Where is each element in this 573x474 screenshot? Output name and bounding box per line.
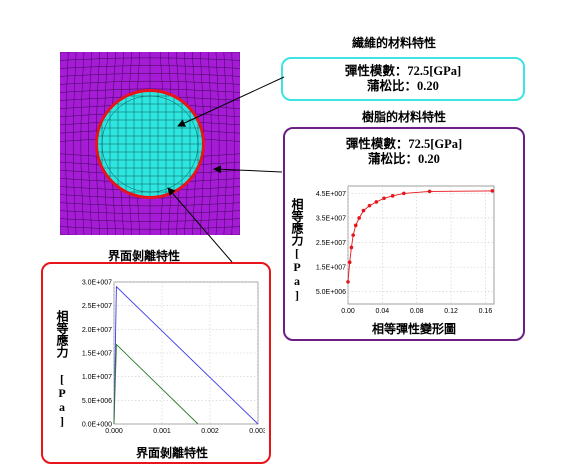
mesh-line xyxy=(60,80,240,85)
mesh-line xyxy=(60,202,240,207)
data-point xyxy=(349,245,354,250)
mesh-line xyxy=(60,218,240,222)
resin-chart-xlabel: 相等彈性變形圖 xyxy=(372,322,457,336)
interface-pointer-arrow xyxy=(167,187,233,263)
data-point xyxy=(374,200,379,204)
plot-area xyxy=(347,185,495,305)
interface-separation-chart: 0.000 0.001 0.002 0.003 0.0E+000 5.0E+006 1.0E… xyxy=(82,280,265,436)
data-point xyxy=(346,280,350,284)
mesh-line xyxy=(60,88,240,93)
interface-chart-ylabel: 相等應力 [Pa] xyxy=(55,310,69,428)
data-point xyxy=(361,208,366,213)
mesh-line xyxy=(72,52,77,235)
mesh-line xyxy=(60,73,240,77)
mesh-line xyxy=(88,52,93,235)
data-point xyxy=(390,194,395,198)
fiber-mesh-ring xyxy=(101,95,199,193)
mesh-line xyxy=(65,52,69,235)
x-tick-label: 0.000 xyxy=(105,428,123,435)
resin-chart-ylabel: 相等應力[Pa] xyxy=(290,198,304,302)
fem-mesh-model xyxy=(60,52,240,235)
resin-stress-strain-chart: 0.00 0.04 0.08 0.12 0.16 5.0E+006 1.5E+007 2.5E… xyxy=(316,185,495,315)
x-tick-label: 0.001 xyxy=(153,428,171,435)
mesh-line xyxy=(215,52,220,235)
x-tick-label: 0.04 xyxy=(376,308,390,315)
data-point xyxy=(490,189,495,193)
mesh-line xyxy=(60,57,240,61)
data-point xyxy=(427,189,432,194)
y-tick-label: 3.5E+007 xyxy=(316,215,346,222)
mesh-line xyxy=(223,52,228,235)
x-tick-label: 0.002 xyxy=(201,428,219,435)
x-tick-label: 0.00 xyxy=(341,308,355,315)
y-tick-label: 2.5E+007 xyxy=(82,303,112,310)
data-point xyxy=(347,260,352,265)
series-line-0 xyxy=(347,190,493,282)
y-tick-label: 0.0E+000 xyxy=(82,422,112,429)
fiber-properties-box: 彈性模數：72.5[GPa] 蒲松比：0.20 xyxy=(281,57,525,101)
y-tick-label: 5.0E+006 xyxy=(316,289,346,296)
x-tick-label: 0.08 xyxy=(410,308,424,315)
fiber-properties-title: 繊維的材料特性 xyxy=(352,36,437,50)
y-tick-label: 1.0E+007 xyxy=(82,374,112,381)
x-tick-label: 0.12 xyxy=(444,308,458,315)
y-tick-label: 5.0E+006 xyxy=(82,398,112,405)
series-line-0 xyxy=(113,285,259,425)
interface-properties-title: 界面剝離特性 xyxy=(108,249,181,263)
x-tick-label: 0.003 xyxy=(249,428,265,435)
series-line-1 xyxy=(113,343,199,425)
y-tick-label: 3.0E+007 xyxy=(82,280,112,287)
mesh-line xyxy=(60,226,240,230)
mesh-line xyxy=(231,52,235,235)
y-tick-label: 1.5E+007 xyxy=(316,265,346,272)
data-point xyxy=(353,223,358,228)
resin-properties-title: 樹脂的材料特性 xyxy=(362,110,447,124)
fiber-pointer-arrow xyxy=(177,76,285,127)
data-point xyxy=(382,196,386,201)
resin-pointer-arrow xyxy=(213,165,283,174)
resin-poisson: 蒲松比：0.20 xyxy=(368,152,440,166)
x-tick-label: 0.16 xyxy=(479,308,493,315)
resin-modulus: 彈性模數：72.5[GPa] xyxy=(345,137,463,151)
mesh-line xyxy=(60,65,240,69)
data-point xyxy=(402,191,406,196)
mesh-line xyxy=(80,52,85,235)
data-point xyxy=(351,233,355,237)
interface-chart-xlabel: 界面剝離特性 xyxy=(136,446,209,460)
data-point xyxy=(367,203,372,208)
y-tick-label: 2.0E+007 xyxy=(82,327,112,334)
fiber-modulus: 彈性模數：72.5[GPa] xyxy=(344,64,462,78)
y-tick-label: 4.5E+007 xyxy=(316,191,346,198)
mesh-line xyxy=(207,52,212,235)
mesh-line xyxy=(60,210,240,214)
data-point xyxy=(357,216,361,220)
y-tick-label: 1.5E+007 xyxy=(82,351,112,358)
fiber-poisson: 蒲松比：0.20 xyxy=(367,79,439,93)
y-tick-label: 2.5E+007 xyxy=(316,240,346,247)
